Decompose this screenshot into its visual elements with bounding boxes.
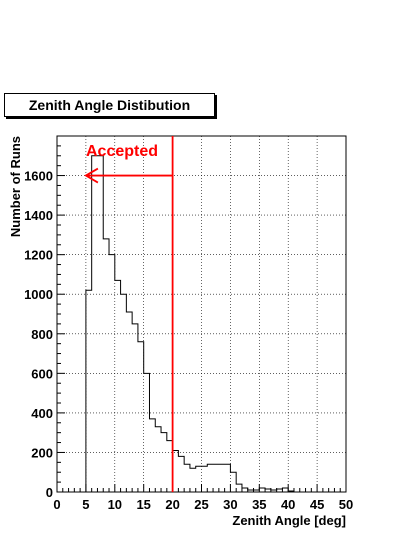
histogram-bin <box>184 464 190 492</box>
histogram-outline <box>85 155 295 492</box>
x-tick-label: 30 <box>223 497 237 512</box>
x-tick-label: 45 <box>310 497 324 512</box>
arrow-head <box>84 167 99 184</box>
histogram-bin <box>144 373 150 492</box>
histogram-bin <box>202 466 208 492</box>
y-tick-label: 1600 <box>24 169 53 184</box>
histogram-bin <box>92 156 98 492</box>
x-tick-label: 5 <box>82 497 89 512</box>
y-tick-label: 1200 <box>24 248 53 263</box>
y-tick-label: 400 <box>31 406 53 421</box>
histogram-bin <box>236 484 242 492</box>
histogram-bin <box>213 464 219 492</box>
histogram-bin <box>207 464 213 492</box>
accepted-label: Accepted <box>86 143 158 160</box>
y-tick-label: 600 <box>31 366 53 381</box>
x-tick-label: 50 <box>339 497 353 512</box>
x-tick-label: 15 <box>136 497 150 512</box>
grid-lines <box>57 136 346 492</box>
x-axis-label: Zenith Angle [deg] <box>232 513 346 528</box>
histogram-bin <box>126 312 132 492</box>
histogram-bin <box>86 290 92 492</box>
histogram-bin <box>155 427 161 492</box>
histogram-bin <box>178 456 184 492</box>
y-tick-label: 1000 <box>24 287 53 302</box>
histogram-bin <box>242 488 248 492</box>
histogram-bin <box>103 239 109 492</box>
histogram-bin <box>230 472 236 492</box>
histogram-bin <box>115 280 121 492</box>
x-tick-label: 20 <box>165 497 179 512</box>
histogram-bin <box>138 342 144 492</box>
x-tick-label: 35 <box>252 497 266 512</box>
histogram-bin <box>282 488 288 492</box>
histogram-bin <box>219 464 225 492</box>
y-tick-label: 0 <box>46 485 53 500</box>
histogram-bin <box>259 488 265 492</box>
y-axis-label: Number of Runs <box>8 136 23 237</box>
x-tick-label: 25 <box>194 497 208 512</box>
x-tick-label: 0 <box>53 497 60 512</box>
x-tick-label: 10 <box>108 497 122 512</box>
histogram-bars <box>85 155 295 492</box>
histogram-bin <box>97 156 103 492</box>
chart-title: Zenith Angle Distibution <box>4 93 215 117</box>
histogram-bin <box>149 419 155 492</box>
x-tick-label: 40 <box>281 497 295 512</box>
histogram-bin <box>121 294 127 492</box>
histogram-bin <box>196 466 202 492</box>
histogram-bin <box>161 433 167 492</box>
histogram-bin <box>190 468 196 492</box>
histogram-bin <box>225 464 231 492</box>
histogram-bin <box>132 324 138 492</box>
axes: 0 5 10 15 20 25 30 35 40 45 50 0 200 400 600 800 1000 120… <box>24 145 353 512</box>
y-tick-label: 800 <box>31 327 53 342</box>
y-tick-label: 200 <box>31 445 53 460</box>
y-tick-label: 1400 <box>24 208 53 223</box>
annotations: Accepted <box>84 136 174 492</box>
